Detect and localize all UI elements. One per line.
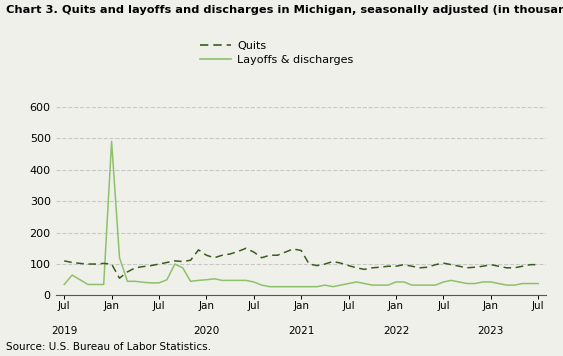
Text: Chart 3. Quits and layoffs and discharges in Michigan, seasonally adjusted (in t: Chart 3. Quits and layoffs and discharge…	[6, 5, 563, 15]
Text: Source: U.S. Bureau of Labor Statistics.: Source: U.S. Bureau of Labor Statistics.	[6, 342, 211, 352]
Text: 2020: 2020	[193, 326, 220, 336]
Text: 2022: 2022	[383, 326, 409, 336]
Text: 2023: 2023	[477, 326, 504, 336]
Text: 2019: 2019	[51, 326, 77, 336]
Legend: Quits, Layoffs & discharges: Quits, Layoffs & discharges	[200, 41, 353, 65]
Text: 2021: 2021	[288, 326, 314, 336]
